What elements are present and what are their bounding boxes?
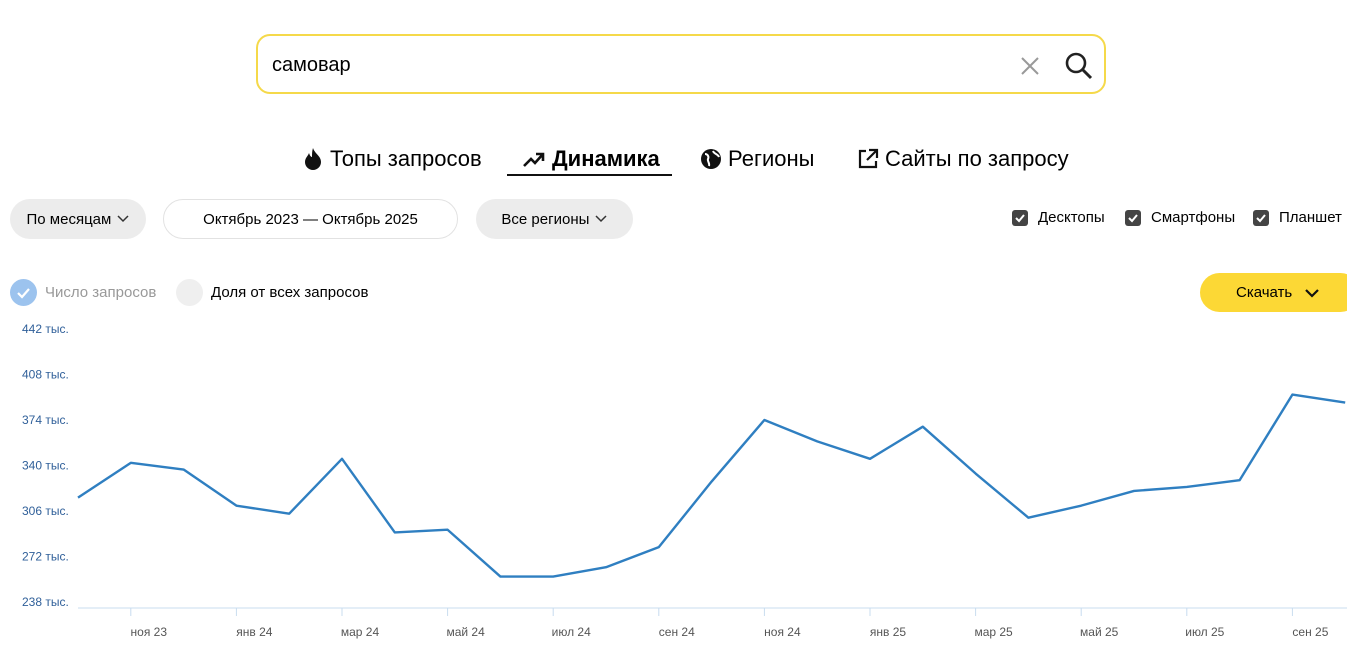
device-label[interactable]: Смартфоны <box>1151 209 1236 226</box>
x-tick-label: янв 25 <box>870 625 907 639</box>
mode-toggle[interactable]: Число запросов <box>10 279 156 306</box>
x-tick-label: мар 24 <box>341 625 380 639</box>
external-icon <box>858 148 879 169</box>
region-label[interactable]: Все регионы <box>501 210 590 228</box>
search-query[interactable]: самовар <box>272 54 351 76</box>
y-tick-label: 408 тыс. <box>22 368 69 382</box>
checkbox[interactable] <box>1012 209 1028 226</box>
tab[interactable]: Сайты по запросу <box>857 146 1069 172</box>
check <box>1256 213 1266 222</box>
device-label[interactable]: Планшет <box>1279 209 1342 226</box>
y-tick-label: 374 тыс. <box>22 413 69 427</box>
search-box[interactable]: самовар <box>256 34 1106 94</box>
globe-icon <box>701 149 721 169</box>
tab[interactable]: Регионы <box>700 146 814 172</box>
mode-label[interactable]: Доля от всех запросов <box>211 284 369 301</box>
radio-checked[interactable] <box>10 279 37 306</box>
device-label[interactable]: Десктопы <box>1038 209 1105 226</box>
chart: 238 тыс. 272 тыс. 306 тыс. 340 тыс. 374 тыс.… <box>22 322 1347 639</box>
x-tick-label: май 25 <box>1080 625 1119 639</box>
device-checkbox[interactable]: Смартфоны <box>1125 209 1235 226</box>
download-label[interactable]: Скачать <box>1236 284 1293 301</box>
chevron <box>595 215 607 223</box>
x-tick-label: ноя 23 <box>131 625 168 639</box>
y-tick-label: 306 тыс. <box>22 504 69 518</box>
date-range[interactable]: Октябрь 2023 — Октябрь 2025 <box>163 199 458 239</box>
region-select[interactable]: Все регионы <box>476 199 633 239</box>
search-icon[interactable] <box>1063 50 1095 82</box>
x-tick-label: июл 24 <box>552 625 591 639</box>
device-checkbox[interactable]: Планшет <box>1253 209 1342 226</box>
y-tick-label: 340 тыс. <box>22 459 69 473</box>
tab-label[interactable]: Регионы <box>728 146 815 171</box>
trend-icon <box>523 152 545 167</box>
tab-underline <box>507 174 672 176</box>
check <box>1015 213 1025 222</box>
x-tick-label: сен 24 <box>659 625 695 639</box>
x-tick-label: мар 25 <box>974 625 1013 639</box>
tab-label[interactable]: Динамика <box>552 146 660 171</box>
radio[interactable] <box>176 279 203 306</box>
x-tick-label: ноя 24 <box>764 625 801 639</box>
tab[interactable]: Топы запросов <box>302 146 482 172</box>
mode-label[interactable]: Число запросов <box>45 284 157 301</box>
x-tick-label: янв 24 <box>236 625 273 639</box>
clear-icon[interactable] <box>1020 56 1040 76</box>
checkbox[interactable] <box>1125 209 1141 226</box>
chevron <box>1305 288 1320 298</box>
device-checkbox[interactable]: Десктопы <box>1012 209 1105 226</box>
x-tick-label: сен 25 <box>1292 625 1328 639</box>
checkbox[interactable] <box>1253 209 1269 226</box>
tab-label[interactable]: Сайты по запросу <box>885 146 1069 171</box>
chevron <box>116 215 129 223</box>
x-tick-label: май 24 <box>446 625 485 639</box>
mode-toggle[interactable]: Доля от всех запросов <box>176 279 368 306</box>
period-label[interactable]: По месяцам <box>26 210 112 228</box>
check <box>1128 213 1138 222</box>
range-label[interactable]: Октябрь 2023 — Октябрь 2025 <box>203 210 418 228</box>
period-select[interactable]: По месяцам <box>10 199 146 239</box>
download-button[interactable]: Скачать <box>1200 273 1347 312</box>
fire-icon <box>305 148 321 170</box>
tab-label[interactable]: Топы запросов <box>330 146 482 171</box>
y-tick-label: 442 тыс. <box>22 322 69 336</box>
x-tick-label: июл 25 <box>1185 625 1224 639</box>
y-tick-label: 238 тыс. <box>22 595 69 609</box>
tab-active[interactable]: Динамика <box>522 146 660 172</box>
y-tick-label: 272 тыс. <box>22 550 69 564</box>
series-line <box>77 393 1346 578</box>
